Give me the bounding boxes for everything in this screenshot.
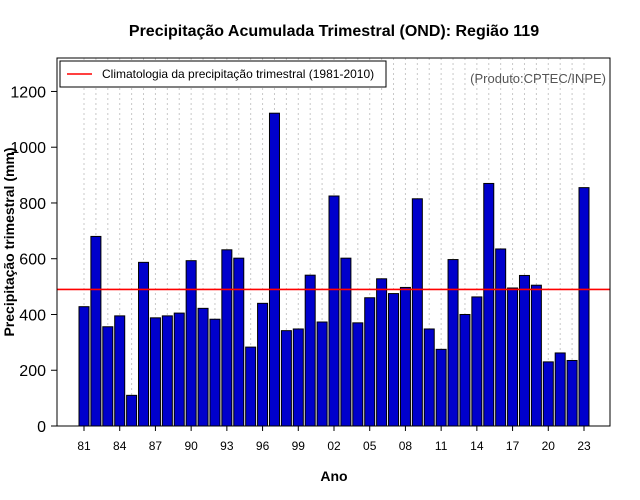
bar xyxy=(578,187,590,427)
bar xyxy=(566,359,578,427)
bar xyxy=(209,318,221,427)
bar xyxy=(542,361,554,427)
bar xyxy=(292,328,304,427)
bar xyxy=(221,249,233,427)
x-tick-label: 08 xyxy=(399,439,413,453)
bar xyxy=(316,321,328,427)
bar xyxy=(126,394,138,427)
x-tick-label: 23 xyxy=(577,439,591,453)
x-tick-label: 11 xyxy=(435,439,448,453)
y-tick-label: 600 xyxy=(19,252,46,269)
y-axis: 0 200 400 600 800 1000 1200 xyxy=(10,84,57,436)
bar xyxy=(114,315,126,427)
bar xyxy=(149,317,161,427)
x-tick-label: 87 xyxy=(149,439,163,453)
x-axis: 81 84 87 90 93 96 99 02 05 08 11 14 17 20 23 xyxy=(77,426,591,453)
credit-text: (Produto:CPTEC/INPE) xyxy=(470,71,606,86)
bar xyxy=(399,286,411,427)
bar xyxy=(435,348,447,427)
y-axis-title: Precipitação trimestral (mm) xyxy=(1,147,17,336)
x-tick-label: 99 xyxy=(292,439,306,453)
x-tick-label: 90 xyxy=(184,439,198,453)
y-tick-label: 0 xyxy=(37,419,46,436)
bar xyxy=(78,306,90,427)
bar xyxy=(257,302,269,427)
bar xyxy=(423,328,435,427)
x-tick-label: 17 xyxy=(506,439,520,453)
bar xyxy=(245,346,257,427)
y-tick-label: 1000 xyxy=(10,140,46,157)
bar xyxy=(280,330,292,427)
bar xyxy=(352,322,364,427)
bar xyxy=(411,198,423,427)
y-tick-label: 800 xyxy=(19,196,46,213)
bar xyxy=(138,261,150,427)
bars-group xyxy=(78,112,590,427)
bar xyxy=(233,257,245,427)
legend-label: Climatologia da precipitação trimestral … xyxy=(102,67,374,81)
x-tick-label: 02 xyxy=(327,439,341,453)
bar xyxy=(495,248,507,427)
bar xyxy=(530,284,542,427)
bar xyxy=(102,326,114,427)
x-tick-label: 96 xyxy=(256,439,270,453)
bar xyxy=(304,274,316,427)
x-axis-title: Ano xyxy=(320,468,347,484)
bar xyxy=(340,257,352,427)
bar xyxy=(364,297,376,427)
bar xyxy=(268,112,280,427)
legend: Climatologia da precipitação trimestral … xyxy=(59,60,387,88)
bar xyxy=(507,287,519,427)
legend-box xyxy=(59,60,387,88)
bar xyxy=(161,315,173,427)
bar xyxy=(518,274,530,427)
y-tick-label: 400 xyxy=(19,307,46,324)
bar xyxy=(471,296,483,427)
x-tick-label: 05 xyxy=(363,439,377,453)
x-tick-label: 14 xyxy=(470,439,484,453)
x-tick-label: 20 xyxy=(542,439,556,453)
bar xyxy=(90,235,102,427)
bar xyxy=(173,312,185,427)
y-tick-label: 1200 xyxy=(10,84,46,101)
bar xyxy=(328,195,340,427)
bar xyxy=(376,278,388,427)
y-tick-label: 200 xyxy=(19,363,46,380)
bar xyxy=(447,259,459,427)
x-tick-label: 81 xyxy=(77,439,91,453)
bar xyxy=(459,313,471,427)
x-tick-label: 84 xyxy=(113,439,127,453)
bar xyxy=(197,307,209,427)
chart-title: Precipitação Acumulada Trimestral (OND):… xyxy=(129,23,539,40)
x-tick-label: 93 xyxy=(220,439,234,453)
bar xyxy=(185,260,197,427)
bar xyxy=(554,352,566,427)
bar xyxy=(388,293,400,427)
bar xyxy=(483,182,495,427)
